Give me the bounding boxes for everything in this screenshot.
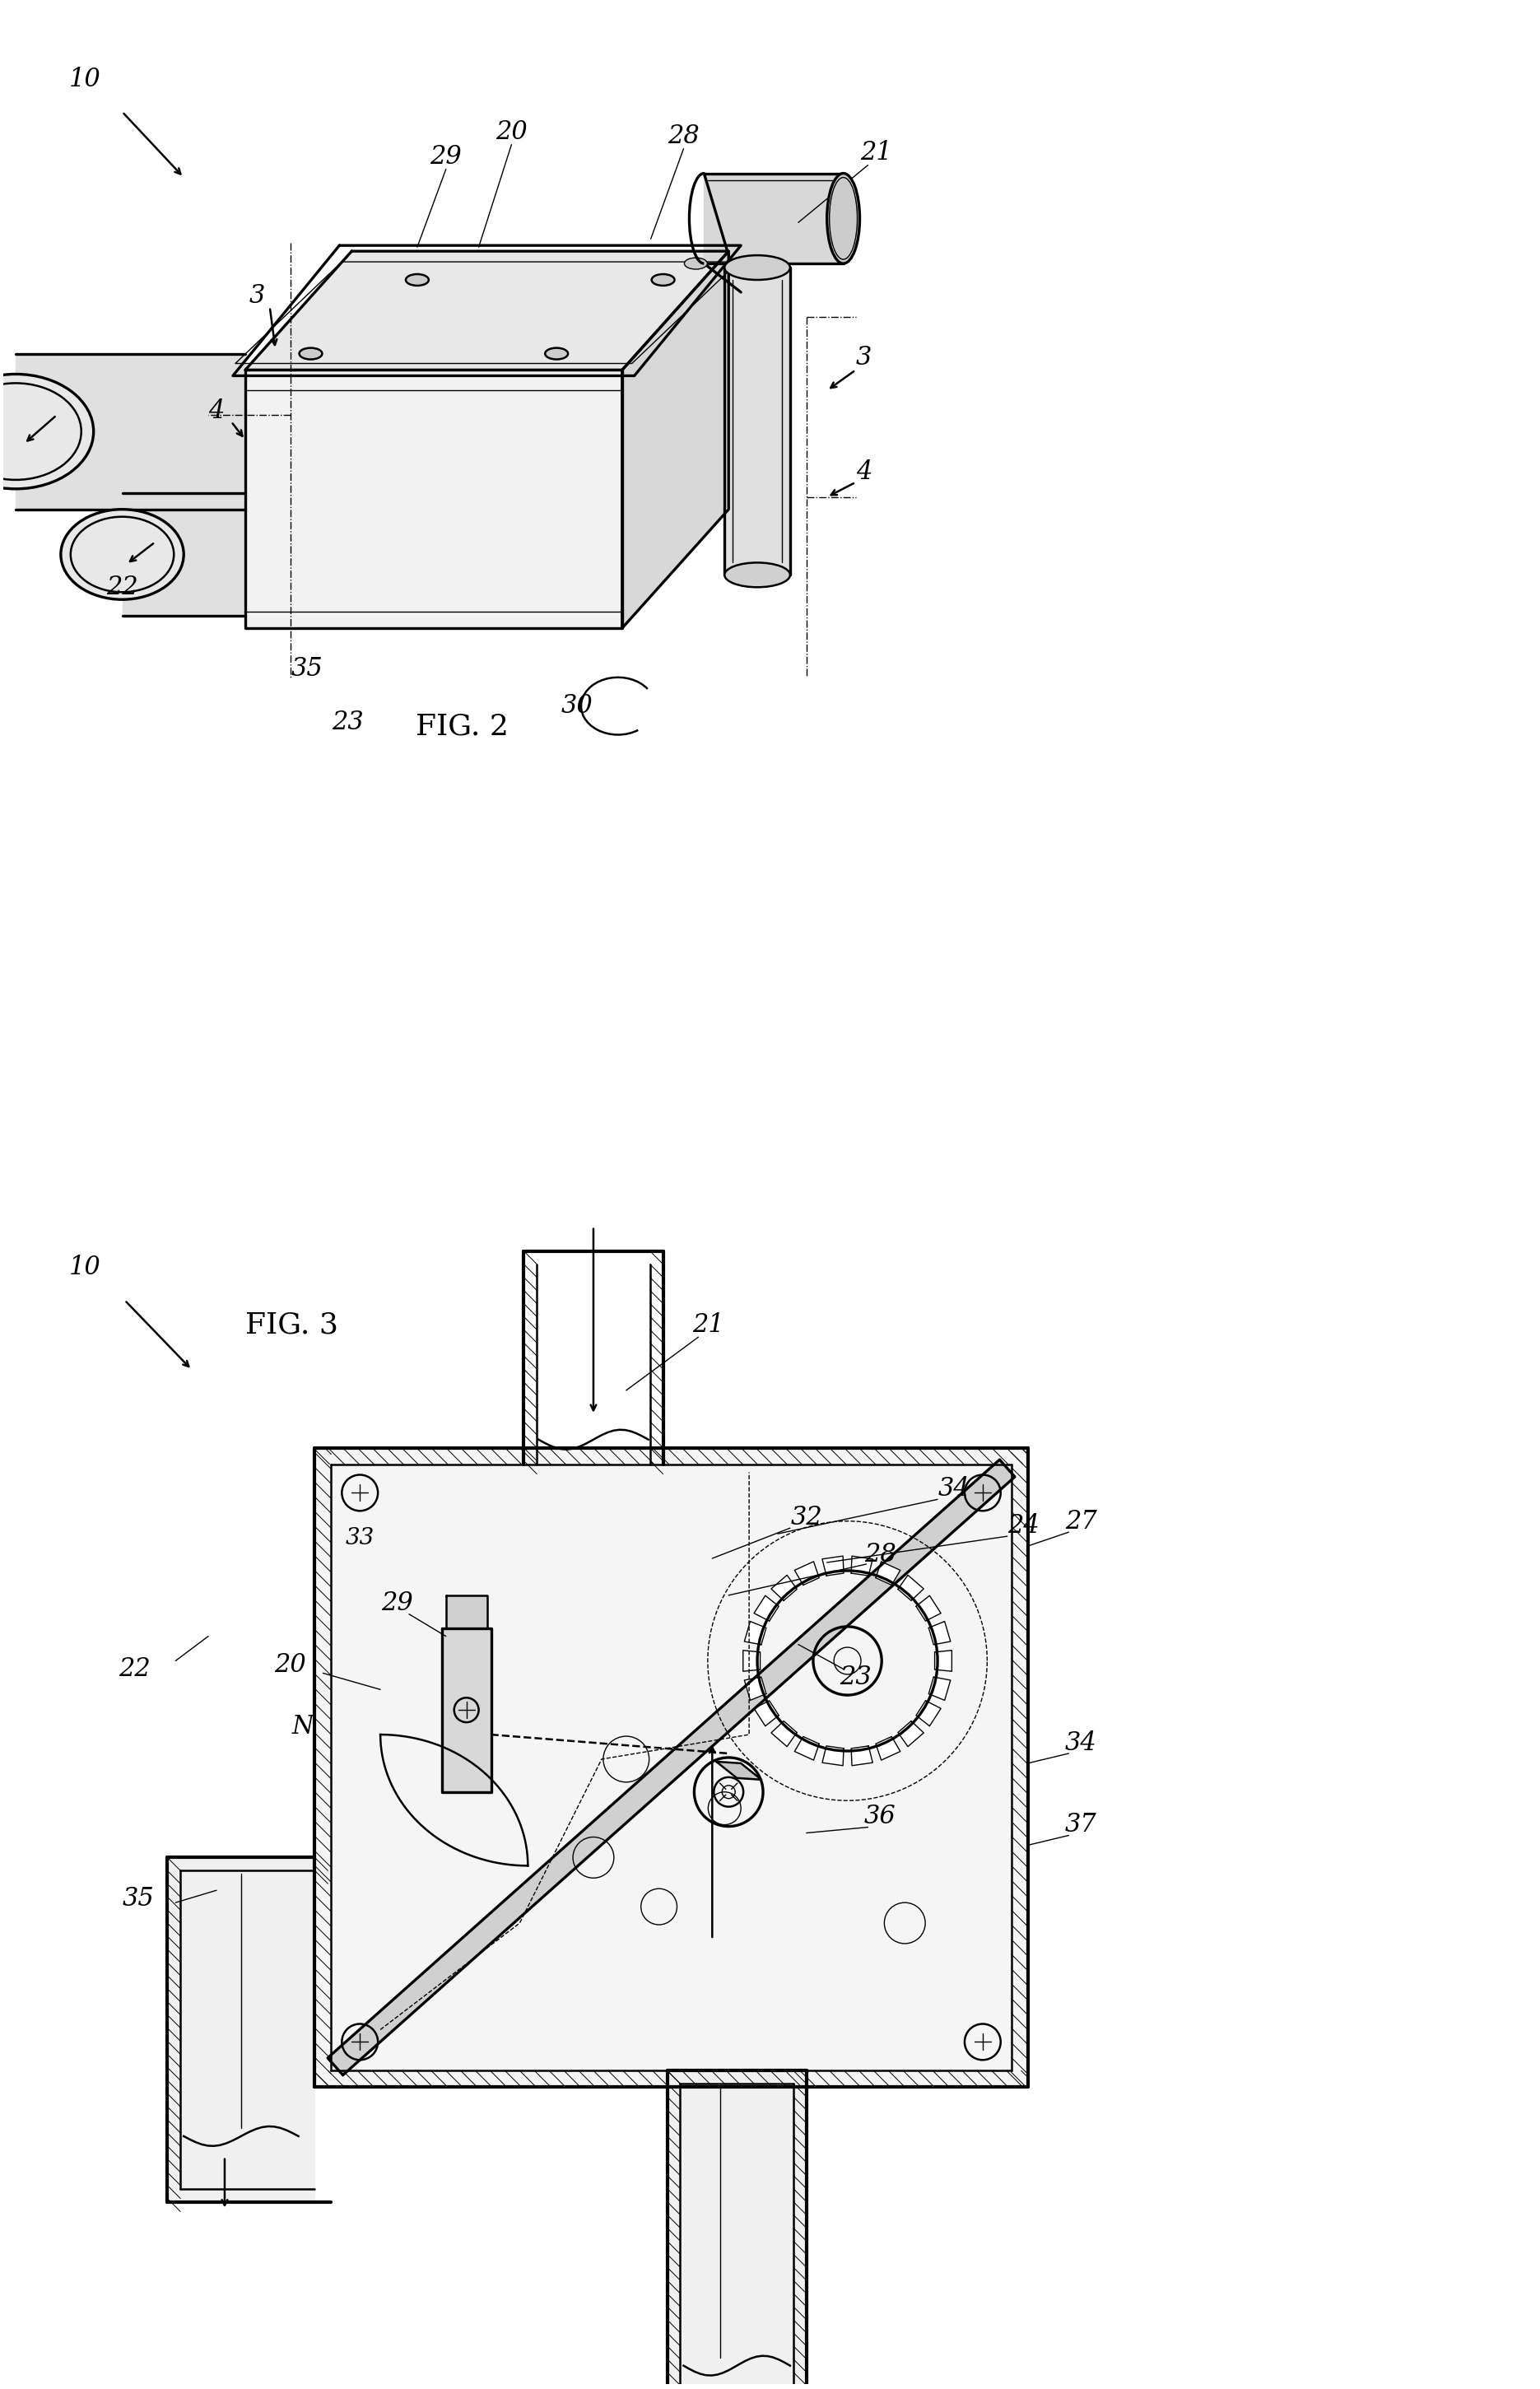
Text: 10: 10: [69, 1254, 102, 1281]
Polygon shape: [935, 1651, 952, 1672]
Text: 22: 22: [119, 1656, 151, 1682]
Polygon shape: [622, 251, 728, 628]
Text: 22: 22: [106, 573, 139, 600]
Polygon shape: [744, 1651, 761, 1672]
Text: N: N: [291, 1713, 314, 1739]
Ellipse shape: [0, 375, 94, 490]
Polygon shape: [716, 1761, 761, 1780]
Text: 35: 35: [123, 1885, 154, 1911]
Text: 21: 21: [861, 141, 892, 165]
Text: 36: 36: [864, 1804, 896, 1830]
Ellipse shape: [299, 349, 322, 358]
Polygon shape: [744, 1622, 767, 1644]
Text: 32: 32: [790, 1505, 822, 1531]
Polygon shape: [822, 1555, 844, 1577]
Text: 24: 24: [1007, 1512, 1040, 1539]
Ellipse shape: [60, 509, 183, 600]
Polygon shape: [916, 1596, 941, 1622]
Polygon shape: [898, 1720, 924, 1746]
Text: 28: 28: [668, 124, 699, 148]
Polygon shape: [724, 268, 790, 576]
Polygon shape: [328, 1460, 1015, 2076]
Polygon shape: [245, 251, 728, 370]
Text: 28: 28: [864, 1541, 896, 1567]
Text: 4: 4: [208, 399, 225, 423]
Ellipse shape: [405, 275, 428, 287]
Text: 23: 23: [331, 710, 363, 736]
Text: 35: 35: [291, 657, 322, 681]
Polygon shape: [898, 1574, 924, 1601]
Text: 4: 4: [856, 459, 872, 485]
Polygon shape: [916, 1701, 941, 1727]
Text: 29: 29: [380, 1591, 413, 1617]
Polygon shape: [442, 1627, 491, 1792]
Text: 27: 27: [1066, 1510, 1096, 1534]
Polygon shape: [772, 1720, 796, 1746]
Polygon shape: [755, 1701, 779, 1727]
Polygon shape: [822, 1746, 844, 1765]
Text: FIG. 2: FIG. 2: [416, 712, 508, 741]
Polygon shape: [852, 1555, 873, 1577]
Ellipse shape: [684, 258, 707, 270]
Text: 21: 21: [691, 1312, 724, 1338]
Text: 23: 23: [839, 1665, 872, 1689]
Polygon shape: [929, 1622, 950, 1644]
Ellipse shape: [651, 275, 675, 287]
Text: 3: 3: [249, 284, 265, 308]
Text: 29: 29: [430, 143, 462, 170]
Text: 37: 37: [1066, 1811, 1096, 1837]
Polygon shape: [795, 1737, 819, 1761]
Ellipse shape: [724, 564, 790, 588]
Text: 33: 33: [345, 1527, 374, 1548]
Text: FIG. 3: FIG. 3: [245, 1312, 339, 1338]
Text: 34: 34: [938, 1476, 970, 1500]
Text: 20: 20: [496, 119, 527, 146]
Polygon shape: [744, 1677, 767, 1701]
Ellipse shape: [724, 256, 790, 280]
Polygon shape: [667, 2071, 807, 2389]
Text: 10: 10: [69, 67, 102, 91]
Text: 34: 34: [1066, 1730, 1096, 1756]
Text: 20: 20: [274, 1653, 306, 1677]
Polygon shape: [704, 174, 844, 263]
Text: 30: 30: [561, 693, 593, 719]
Polygon shape: [122, 492, 245, 616]
Polygon shape: [795, 1562, 819, 1584]
Polygon shape: [876, 1737, 901, 1761]
Polygon shape: [755, 1596, 779, 1622]
Polygon shape: [168, 1859, 314, 2203]
Text: 3: 3: [856, 344, 872, 370]
Polygon shape: [15, 354, 245, 509]
Polygon shape: [929, 1677, 950, 1701]
Polygon shape: [314, 1448, 1027, 2088]
Polygon shape: [772, 1574, 796, 1601]
Polygon shape: [245, 370, 622, 628]
Polygon shape: [852, 1746, 873, 1765]
Ellipse shape: [827, 174, 859, 263]
Polygon shape: [876, 1562, 901, 1584]
Polygon shape: [447, 1596, 487, 1627]
Ellipse shape: [545, 349, 568, 358]
